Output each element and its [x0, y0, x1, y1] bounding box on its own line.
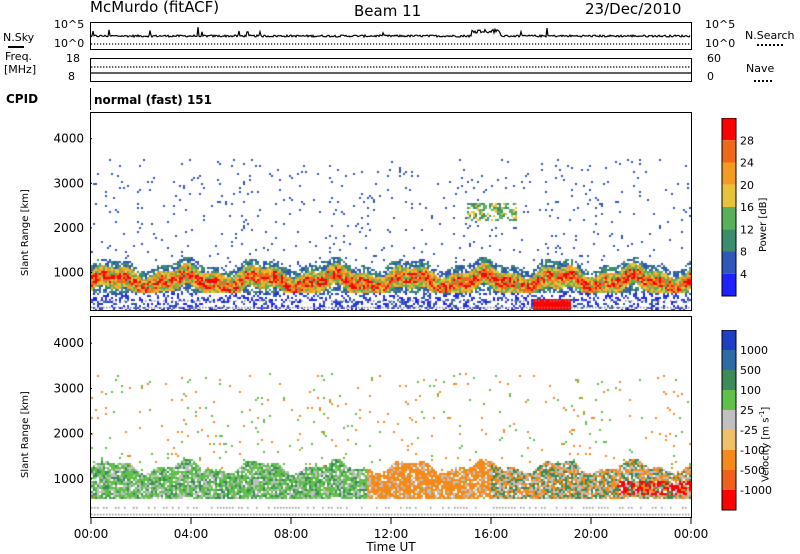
vel-cbar-tick-label-1: 500	[740, 364, 761, 377]
nsearch-tick-low: 10^0	[705, 37, 736, 50]
x-axis: 00:00 04:00 08:00 12:00 16:00 20:00 00:00 Time …	[74, 518, 709, 554]
vel-cbar-swatch-2	[722, 450, 736, 470]
power-panel	[90, 112, 692, 311]
beam-title: Beam 11	[354, 2, 422, 20]
date-title: 23/Dec/2010	[585, 0, 682, 18]
power-heatmap	[91, 113, 691, 310]
power-colorbar: 4 8 12 16 20 24 28	[721, 118, 754, 297]
freq-tick-low: 8	[68, 70, 75, 83]
nsky-label: N.Sky	[3, 31, 35, 44]
power-cbar-swatch-4	[722, 207, 736, 230]
power-cbar-tick-label-2: 12	[740, 223, 754, 236]
power-y-tick-label-1: 2000	[53, 221, 84, 235]
vel-cbar-swatch-4	[722, 410, 736, 430]
power-cbar-swatch-0	[722, 118, 736, 141]
vel-cbar-tick-label-2: 100	[740, 384, 761, 397]
nsearch-tick-high: 10^5	[705, 18, 736, 31]
power-y-tick-label-2: 3000	[53, 176, 84, 190]
x-tick-label-1: 04:00	[174, 527, 209, 541]
velocity-heatmap	[91, 317, 691, 517]
power-ylabel: Slant Range [km]	[20, 189, 31, 276]
cpid-value: normal (fast) 151	[94, 93, 212, 107]
power-y-axis: 1000 2000 3000 4000	[53, 132, 92, 279]
power-cbar-tick-label-5: 24	[740, 157, 754, 170]
vel-cbar-swatch-5	[722, 390, 736, 410]
nsky-tick-high: 10^5	[54, 18, 85, 31]
nave-tick-high: 60	[707, 52, 721, 65]
vel-cbar-tick-label-7: -1000	[740, 484, 772, 497]
cpid-panel	[90, 88, 692, 110]
velocity-ylabel: Slant Range [km]	[20, 391, 31, 478]
cpid-label: CPID	[6, 92, 39, 106]
power-cbar-tick-label-3: 16	[740, 201, 754, 214]
power-cbar-tick-label-6: 28	[740, 134, 754, 147]
x-tick-label-4: 16:00	[474, 527, 509, 541]
power-cbar-swatch-3	[722, 184, 736, 207]
power-cbar-frame	[721, 118, 737, 297]
freq-label: Freq.	[5, 50, 33, 63]
power-cbar-swatch-7	[722, 273, 736, 296]
power-colorbar-label: Power [dB]	[758, 197, 769, 252]
power-cbar-swatch-1	[722, 140, 736, 163]
velocity-y-tick-label-3: 4000	[53, 336, 84, 350]
nave-tick-low: 0	[707, 70, 714, 83]
x-tick-label-5: 20:00	[574, 527, 609, 541]
power-y-tick-label-3: 4000	[53, 132, 84, 146]
x-axis-label: Time UT	[365, 540, 416, 554]
velocity-y-tick-label-1: 2000	[53, 427, 84, 441]
x-tick-label-3: 12:00	[374, 527, 409, 541]
freq-unit: [MHz]	[4, 63, 37, 76]
vel-cbar-swatch-7	[722, 350, 736, 370]
power-cbar-tick-label-1: 8	[740, 246, 747, 259]
vel-cbar-tick-label-0: 1000	[740, 344, 768, 357]
power-cbar-tick-label-4: 20	[740, 179, 754, 192]
vel-cbar-tick-label-3: 25	[740, 404, 754, 417]
power-cbar-swatch-6	[722, 251, 736, 274]
vel-cbar-swatch-1	[722, 470, 736, 490]
power-y-tick-label-0: 1000	[53, 265, 84, 279]
velocity-y-tick-label-2: 3000	[53, 381, 84, 395]
station-title: McMurdo (fitACF)	[90, 0, 220, 16]
nsky-panel	[90, 22, 692, 50]
nave-label: Nave	[746, 62, 775, 75]
velocity-y-tick-label-0: 1000	[53, 472, 84, 486]
nsky-legend-line	[8, 46, 24, 48]
velocity-y-axis: 1000 2000 3000 4000	[53, 336, 92, 486]
nave-legend-line	[754, 80, 772, 82]
vel-cbar-tick-label-4: -25	[740, 424, 758, 437]
freq-panel	[90, 58, 692, 82]
freq-trace	[91, 66, 691, 74]
x-tick-label-2: 08:00	[274, 527, 309, 541]
nsky-line	[91, 27, 691, 39]
vel-cbar-frame	[721, 330, 737, 511]
velocity-colorbar-label-main: Velocity [m s	[760, 417, 772, 482]
velocity-panel	[90, 316, 692, 518]
power-cbar-tick-label-0: 4	[740, 268, 747, 281]
vel-cbar-tick-label-5: -100	[740, 444, 765, 457]
x-tick-label-0: 00:00	[74, 527, 109, 541]
velocity-colorbar-label-close: ]	[760, 406, 772, 411]
power-cbar-swatch-5	[722, 229, 736, 252]
nsearch-legend-line	[757, 44, 783, 46]
x-tick-label-6: 00:00	[674, 527, 709, 541]
vel-cbar-swatch-0	[722, 490, 736, 510]
velocity-colorbar-label-sup: -1	[758, 410, 766, 418]
nsky-trace	[91, 27, 691, 45]
velocity-colorbar: 1000 500 100 25 -25 -100 -500 -1000	[721, 330, 772, 511]
nsky-tick-low: 10^0	[54, 37, 85, 50]
nsearch-label: N.Search	[745, 29, 795, 42]
freq-tick-high: 18	[66, 52, 80, 65]
vel-cbar-tick-label-6: -500	[740, 464, 765, 477]
vel-cbar-swatch-8	[722, 330, 736, 350]
vel-cbar-swatch-3	[722, 430, 736, 450]
power-cbar-swatch-2	[722, 162, 736, 185]
vel-cbar-swatch-6	[722, 370, 736, 390]
velocity-colorbar-label: Velocity [m s-1]	[758, 407, 771, 482]
